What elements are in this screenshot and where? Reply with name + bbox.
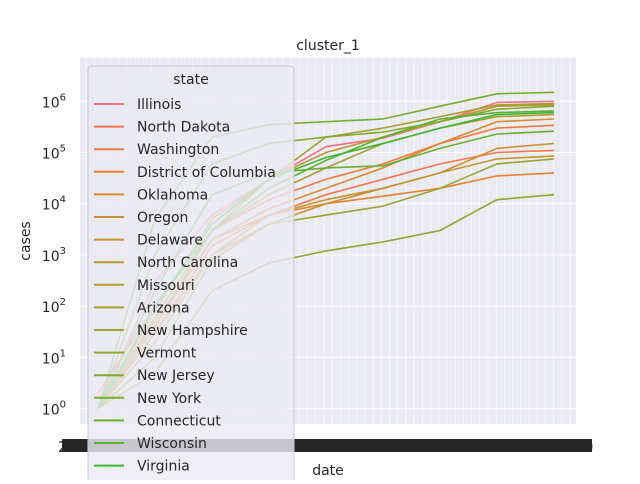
- legend-label: North Carolina: [137, 255, 238, 271]
- legend-label: Wisconsin: [137, 436, 207, 452]
- y-tick-label: 101: [42, 348, 66, 367]
- legend-entry-missouri: Missouri: [94, 278, 195, 294]
- legend-entry-connecticut: Connecticut: [94, 413, 221, 429]
- legend-label: North Dakota: [137, 120, 230, 136]
- legend-frame: [87, 65, 295, 484]
- x-axis-label: date: [312, 463, 344, 479]
- y-axis-label: cases: [18, 221, 34, 260]
- y-tick-label: 102: [42, 297, 66, 316]
- y-tick-label: 103: [42, 246, 66, 265]
- legend-label: New York: [137, 391, 202, 407]
- legend-label: Virginia: [137, 459, 190, 475]
- legend-label: Missouri: [137, 278, 195, 294]
- legend-label: New Hampshire: [137, 323, 248, 339]
- legend-label: Illinois: [137, 97, 181, 113]
- legend-entry-delaware: Delaware: [94, 233, 203, 249]
- legend-entry-virginia: Virginia: [94, 459, 190, 475]
- legend-entry-arizona: Arizona: [94, 300, 190, 316]
- legend-entry-north-dakota: North Dakota: [94, 120, 230, 136]
- y-tick-labels: 100 101 102 103 104 105 106: [42, 92, 66, 418]
- legend-label: Oklahoma: [137, 187, 208, 203]
- legend-label: Connecticut: [137, 413, 221, 429]
- legend-entry-north-carolina: North Carolina: [94, 255, 238, 271]
- y-tick-label: 105: [42, 143, 66, 162]
- legend-label: Vermont: [137, 346, 197, 362]
- y-tick-label: 104: [42, 195, 66, 214]
- legend-entry-washington: Washington: [94, 142, 219, 158]
- legend-entry-vermont: Vermont: [94, 346, 197, 362]
- legend-entry-new-hampshire: New Hampshire: [94, 323, 248, 339]
- y-tick-label: 106: [42, 92, 66, 111]
- x-tick-label-first: 2: [58, 438, 68, 456]
- legend-label: Washington: [137, 142, 219, 158]
- legend-entries: Illinois North Dakota Washington District o…: [94, 97, 276, 475]
- y-tick-label: 100: [42, 400, 66, 419]
- legend-entry-oklahoma: Oklahoma: [94, 187, 208, 203]
- legend-entry-new-jersey: New Jersey: [94, 368, 215, 384]
- legend-label: Arizona: [137, 300, 190, 316]
- legend-entry-new-york: New York: [94, 391, 202, 407]
- legend-label: New Jersey: [137, 368, 215, 384]
- legend-entry-wisconsin: Wisconsin: [94, 436, 207, 452]
- x-tick-label-last: 9: [584, 438, 594, 456]
- legend-title: state: [173, 72, 208, 88]
- legend-entry-district-of-columbia: District of Columbia: [94, 165, 276, 181]
- legend-entry-oregon: Oregon: [94, 210, 188, 226]
- legend-label: Delaware: [137, 233, 203, 249]
- legend-label: District of Columbia: [137, 165, 276, 181]
- legend-label: Oregon: [137, 210, 188, 226]
- legend: state Illinois North Dakota Washington Dist…: [87, 65, 295, 484]
- chart-title: cluster_1: [296, 38, 360, 54]
- legend-entry-illinois: Illinois: [94, 97, 181, 113]
